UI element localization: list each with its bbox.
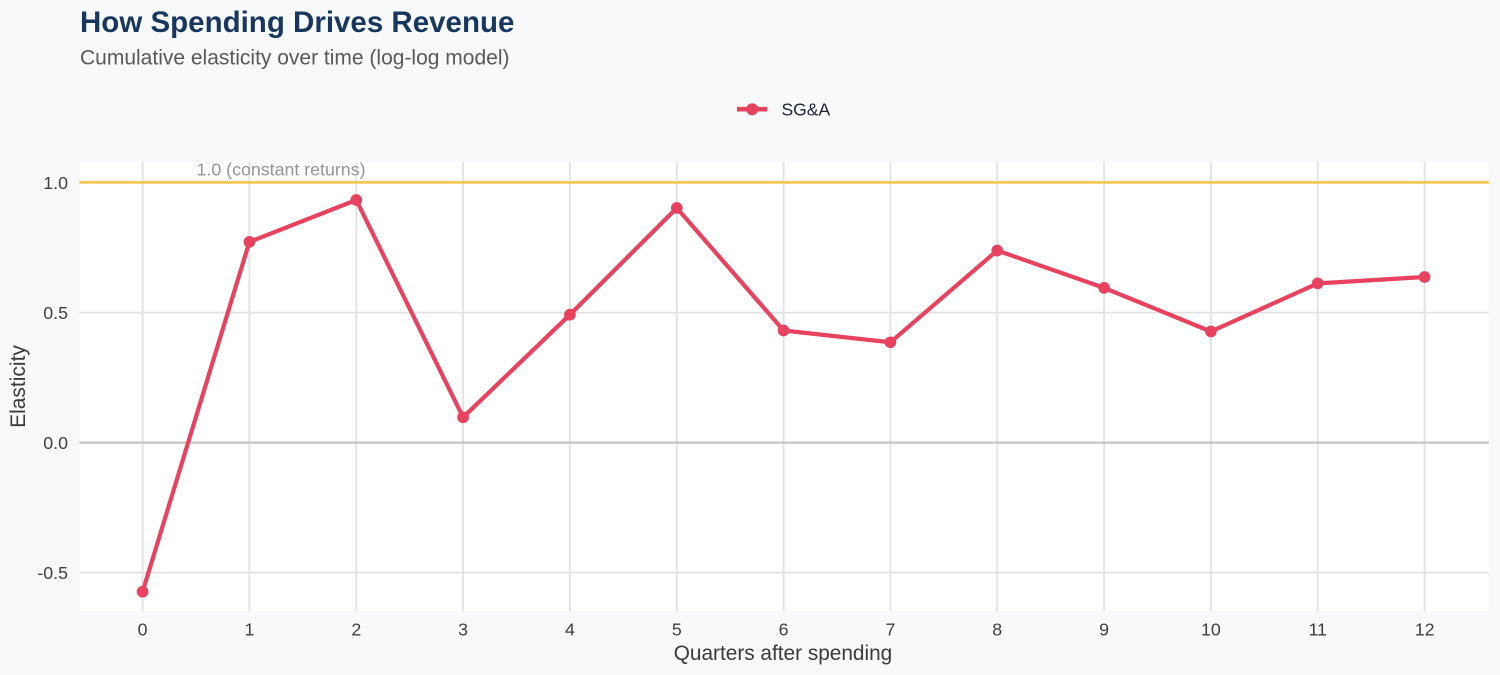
svg-text:-0.5: -0.5	[37, 563, 68, 583]
svg-text:12: 12	[1415, 619, 1435, 639]
svg-text:4: 4	[565, 619, 575, 639]
svg-text:2: 2	[351, 619, 361, 639]
svg-text:5: 5	[672, 619, 682, 639]
svg-text:7: 7	[885, 619, 895, 639]
svg-text:8: 8	[992, 619, 1002, 639]
svg-text:1.0: 1.0	[43, 173, 68, 193]
svg-text:Elasticity: Elasticity	[7, 345, 30, 428]
svg-text:Quarters after spending: Quarters after spending	[674, 642, 893, 665]
svg-text:SG&A: SG&A	[782, 100, 831, 120]
svg-text:1.0 (constant returns): 1.0 (constant returns)	[197, 160, 366, 180]
svg-text:10: 10	[1201, 619, 1221, 639]
svg-text:11: 11	[1308, 619, 1327, 639]
svg-text:0.0: 0.0	[43, 433, 68, 453]
svg-text:9: 9	[1099, 619, 1109, 639]
svg-text:Cumulative elasticity over tim: Cumulative elasticity over time (log-log…	[80, 47, 510, 70]
svg-text:How Spending Drives Revenue: How Spending Drives Revenue	[80, 6, 514, 39]
svg-text:0: 0	[138, 619, 148, 639]
svg-text:0.5: 0.5	[43, 303, 68, 323]
svg-text:3: 3	[458, 619, 468, 639]
svg-text:1: 1	[244, 619, 254, 639]
svg-text:6: 6	[779, 619, 789, 639]
